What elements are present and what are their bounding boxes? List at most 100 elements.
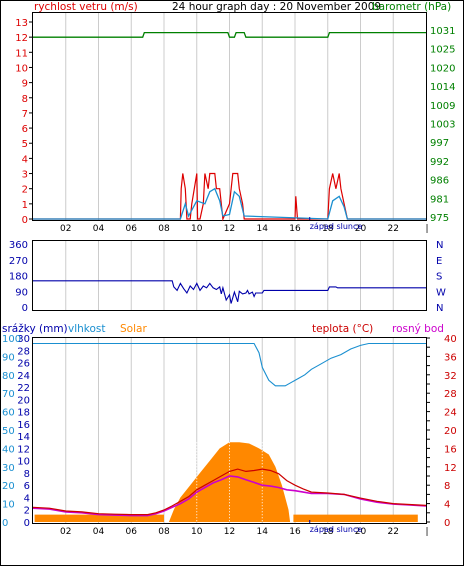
hour-label: | bbox=[425, 527, 428, 537]
legend-solar: Solar bbox=[120, 323, 147, 335]
temperature-line bbox=[32, 468, 427, 516]
temperature-tick-label: 28 bbox=[444, 389, 457, 400]
hour-label: 22 bbox=[388, 527, 399, 537]
hour-label: 12 bbox=[224, 527, 235, 537]
data-layer bbox=[32, 31, 427, 523]
compass-label: N bbox=[436, 303, 443, 314]
rain-tick-label: 22 bbox=[17, 383, 30, 394]
rain-tick-label: 26 bbox=[17, 359, 30, 370]
hour-label: 08 bbox=[158, 224, 170, 234]
temperature-tick-label: 12 bbox=[444, 463, 457, 474]
hour-label: 16 bbox=[289, 527, 301, 537]
compass-label: E bbox=[436, 256, 442, 267]
humidity-tick-label: 80 bbox=[2, 371, 15, 382]
hour-label: 08 bbox=[158, 527, 170, 537]
hour-label: 04 bbox=[93, 224, 105, 234]
direction-tick-label: 90 bbox=[15, 287, 28, 298]
rain-tick-label: 12 bbox=[17, 444, 30, 455]
temperature-tick-label: 24 bbox=[444, 408, 457, 419]
temperature-tick-label: 36 bbox=[444, 352, 457, 363]
hour-label: 02 bbox=[60, 224, 71, 234]
pressure-axis-title: barometr (hPa) bbox=[372, 1, 451, 13]
hour-label: 16 bbox=[289, 224, 301, 234]
rain-tick-label: 10 bbox=[17, 457, 30, 468]
temperature-tick-label: 20 bbox=[444, 426, 457, 437]
wind-tick-label: 8 bbox=[22, 94, 28, 105]
rain-tick-label: 30 bbox=[17, 334, 30, 345]
hour-label: 10 bbox=[191, 224, 203, 234]
rain-tick-label: 0 bbox=[24, 518, 30, 529]
temperature-tick-label: 8 bbox=[444, 481, 450, 492]
humidity-tick-label: 100 bbox=[2, 334, 21, 345]
legend-rain: srážky (mm) bbox=[2, 323, 68, 335]
pressure-tick-label: 1031 bbox=[430, 26, 455, 37]
compass-label: S bbox=[436, 272, 442, 283]
humidity-tick-label: 70 bbox=[2, 389, 15, 400]
wind-tick-label: 4 bbox=[22, 154, 28, 165]
compass-label: N bbox=[436, 240, 443, 251]
humidity-tick-label: 0 bbox=[2, 518, 8, 529]
wind-tick-label: 11 bbox=[15, 48, 28, 59]
pressure-tick-label: 1003 bbox=[430, 120, 455, 131]
series-line-1 bbox=[33, 187, 426, 220]
wind-axis-title: rychlost vetru (m/s) bbox=[34, 1, 138, 13]
compass-label: W bbox=[436, 287, 446, 298]
rain-tick-label: 6 bbox=[24, 481, 30, 492]
rain-tick-label: 4 bbox=[24, 493, 30, 504]
hour-label: | bbox=[425, 224, 428, 234]
legend-temperature: teplota (°C) bbox=[312, 323, 373, 335]
wind-tick-label: 13 bbox=[15, 18, 28, 29]
rain-tick-label: 16 bbox=[17, 420, 30, 431]
temperature-tick-label: 40 bbox=[444, 334, 457, 345]
humidity-tick-label: 90 bbox=[2, 352, 15, 363]
hour-label: 04 bbox=[93, 527, 105, 537]
direction-tick-label: 0 bbox=[22, 303, 28, 314]
rain-tick-label: 2 bbox=[24, 506, 30, 517]
hour-label: 14 bbox=[257, 527, 269, 537]
sunset-label: západ slunce bbox=[310, 525, 363, 534]
humidity-tick-label: 20 bbox=[2, 481, 15, 492]
wind-tick-label: 0 bbox=[22, 215, 28, 226]
humidity-line bbox=[33, 342, 426, 387]
wind-panel-frame bbox=[32, 12, 427, 221]
wind-tick-label: 1 bbox=[22, 200, 28, 211]
pressure-tick-label: 981 bbox=[430, 194, 449, 205]
direction-line bbox=[33, 280, 426, 304]
humidity-tick-label: 50 bbox=[2, 426, 15, 437]
direction-tick-label: 180 bbox=[9, 272, 28, 283]
hour-label: 20 bbox=[355, 224, 367, 234]
hour-label: 20 bbox=[355, 527, 367, 537]
wind-tick-label: 10 bbox=[15, 63, 28, 74]
wind-tick-label: 2 bbox=[22, 185, 28, 196]
series-line-2 bbox=[33, 31, 426, 38]
pressure-tick-label: 992 bbox=[430, 157, 449, 168]
hour-label: 22 bbox=[388, 224, 399, 234]
temperature-tick-label: 4 bbox=[444, 500, 450, 511]
temperature-tick-label: 16 bbox=[444, 444, 457, 455]
pressure-tick-label: 1020 bbox=[430, 63, 455, 74]
humidity-tick-label: 60 bbox=[2, 408, 15, 419]
sunset-label: západ slunce bbox=[310, 222, 363, 231]
rain-tick-label: 14 bbox=[17, 432, 30, 443]
grid-layer bbox=[65, 13, 394, 523]
hour-label: 18 bbox=[322, 527, 334, 537]
humidity-tick-label: 30 bbox=[2, 463, 15, 474]
legend-humidity: vlhkost bbox=[68, 323, 106, 335]
temperature-tick-label: 0 bbox=[444, 518, 450, 529]
temperature-tick-label: 32 bbox=[444, 371, 457, 382]
pressure-tick-label: 1009 bbox=[430, 101, 455, 112]
rain-tick-label: 28 bbox=[17, 346, 30, 357]
rain-tick-label: 24 bbox=[17, 371, 30, 382]
pressure-tick-label: 986 bbox=[430, 176, 449, 187]
rain-tick-label: 8 bbox=[24, 469, 30, 480]
hour-label: 06 bbox=[126, 224, 138, 234]
legend-dewpoint: rosný bod bbox=[392, 323, 444, 335]
pressure-tick-label: 1014 bbox=[430, 82, 455, 93]
hour-label: 06 bbox=[126, 527, 138, 537]
humidity-tick-label: 10 bbox=[2, 500, 15, 511]
wind-tick-label: 9 bbox=[22, 79, 28, 90]
wind-tick-label: 3 bbox=[22, 170, 28, 181]
wind-tick-label: 7 bbox=[22, 109, 28, 120]
